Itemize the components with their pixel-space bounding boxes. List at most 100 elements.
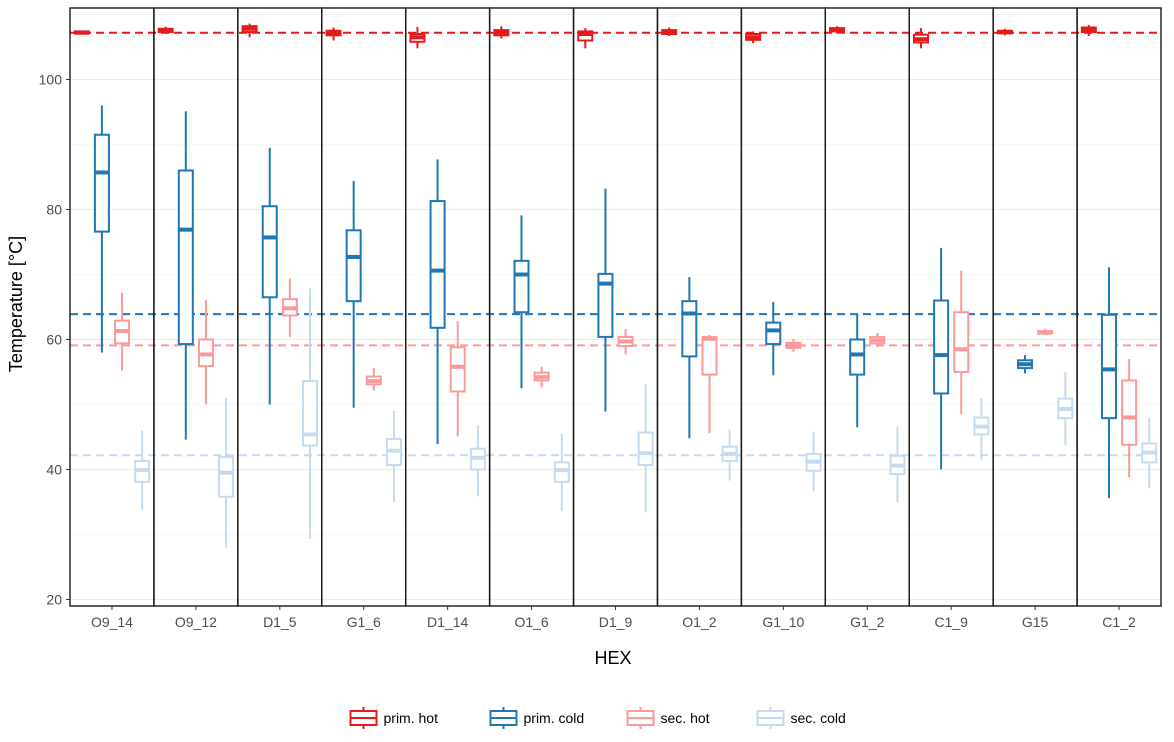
box-body [597,272,614,338]
box-prim-hot [829,26,846,34]
box-sec-cold [134,430,151,510]
box-body [953,311,970,374]
legend-label: sec. hot [661,710,710,726]
box-sec-cold [218,398,235,548]
box-prim-cold [261,147,278,405]
box-body [681,300,698,358]
box-body [93,133,110,233]
box-sec-cold [973,398,990,460]
box-prim-cold [1017,355,1034,374]
x-tick-label: G1_10 [762,614,804,630]
box-prim-cold [765,301,782,376]
box-sec-hot [1037,329,1054,335]
y-tick-label: 40 [46,462,62,478]
box-prim-hot [241,23,258,38]
legend-item: prim. cold [489,707,585,729]
box-body [261,205,278,299]
box-sec-cold [1057,372,1074,445]
x-tick-label: O9_12 [175,614,217,630]
x-tick-label: C1_9 [934,614,968,630]
y-tick-label: 60 [46,332,62,348]
box-sec-cold [553,433,570,512]
box-prim-hot [996,28,1013,36]
box-prim-hot [493,26,510,39]
box-sec-hot [281,278,298,337]
box-prim-cold [933,247,950,470]
box-body [449,346,466,393]
box-sec-hot [701,334,718,434]
y-tick-label: 100 [39,72,63,88]
box-body [429,200,446,329]
box-sec-cold [721,429,738,481]
box-prim-hot [661,27,678,36]
x-tick-label: O1_6 [514,614,548,630]
box-prim-cold [93,105,110,353]
box-sec-hot [449,321,466,437]
box-sec-cold [385,411,402,502]
box-sec-hot [114,292,131,371]
x-tick-label: G1_2 [850,614,884,630]
box-body [302,380,319,447]
box-sec-hot [197,299,214,405]
box-prim-cold [513,215,530,389]
legend: prim. hot prim. cold sec. hot sec. cold [349,707,846,729]
box-sec-hot [617,329,634,355]
box-body [849,338,866,376]
box-sec-cold [1141,417,1158,489]
x-tick-label: G1_6 [347,614,381,630]
box-body [345,229,362,303]
x-tick-label: D1_14 [427,614,468,630]
grid-layer [70,14,1161,601]
box-prim-cold [681,277,698,439]
box-prim-hot [577,28,594,49]
box-body [1100,313,1117,420]
legend-item: sec. hot [626,707,710,729]
box-sec-cold [889,426,906,502]
box-prim-cold [597,188,614,412]
box-sec-hot [365,368,382,391]
box-prim-cold [345,180,362,408]
box-sec-hot [1121,359,1138,478]
box-prim-cold [1100,267,1117,499]
box-prim-cold [849,314,866,428]
y-tick-label: 80 [46,202,62,218]
legend-label: prim. hot [384,710,439,726]
box-prim-hot [745,31,762,44]
box-sec-cold [302,288,319,540]
box-body [218,456,235,498]
x-tick-label: C1_2 [1102,614,1136,630]
box-prim-cold [429,159,446,445]
box-body [933,299,950,395]
axes-layer: 20 40 60 80 100 O9_14 O9_12 D1_5 G1_6 D1_14 O1_6 D1… [39,72,1136,631]
box-prim-cold [177,111,194,440]
x-tick-label: D1_9 [599,614,633,630]
box-body [701,335,718,376]
y-tick-label: 20 [46,592,62,608]
box-body [765,321,782,346]
box-sec-hot [953,270,970,415]
y-axis-title: Temperature [°C] [6,236,26,372]
box-sec-cold [805,431,822,491]
box-prim-hot [409,26,426,49]
box-prim-hot [325,27,342,41]
box-prim-hot [73,30,90,35]
legend-label: prim. cold [524,710,585,726]
box-body [177,169,194,346]
box-body [513,259,530,314]
boxes-layer [73,23,1158,548]
x-tick-label: O9_14 [91,614,133,630]
box-body [1121,379,1138,446]
box-body [637,431,654,466]
box-sec-hot [869,333,886,348]
box-sec-cold [637,384,654,513]
x-tick-label: G15 [1022,614,1049,630]
box-sec-hot [533,366,550,388]
x-axis-title: HEX [594,648,631,668]
box-prim-hot [912,28,929,49]
legend-item: prim. hot [349,707,439,729]
box-prim-hot [157,26,174,34]
box-sec-hot [785,338,802,352]
